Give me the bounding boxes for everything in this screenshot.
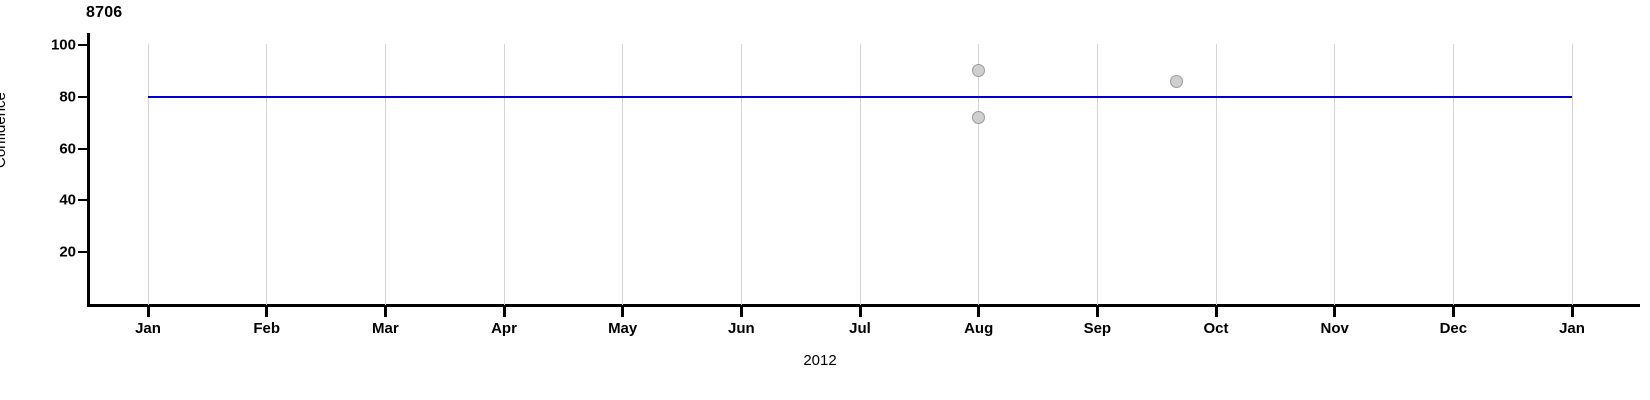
y-tick-label-80: 80	[59, 88, 76, 106]
x-tick-label-7: Aug	[964, 320, 994, 337]
x-tick-label-12: Jan	[1559, 320, 1585, 337]
x-axis-line	[87, 304, 1640, 307]
gridline-jan-12	[1571, 44, 1573, 305]
gridline-nov-10	[1334, 44, 1336, 305]
data-point[interactable]	[972, 64, 986, 78]
x-tick-mark-11	[1451, 307, 1455, 317]
gridline-dec-11	[1452, 44, 1454, 305]
x-tick-mark-1	[265, 307, 269, 317]
gridline-oct-9	[1215, 44, 1217, 305]
gridline-may-4	[622, 44, 624, 305]
x-tick-mark-0	[146, 307, 150, 317]
x-tick-label-0: Jan	[135, 320, 161, 337]
x-tick-label-11: Dec	[1439, 320, 1468, 337]
x-tick-mark-7	[977, 307, 981, 317]
x-tick-label-4: May	[608, 320, 638, 337]
x-tick-mark-6	[858, 307, 862, 317]
y-tick-mark-80	[78, 95, 87, 98]
x-tick-label-3: Apr	[491, 320, 517, 337]
x-tick-mark-2	[383, 307, 387, 317]
y-tick-label-100: 100	[50, 36, 76, 54]
x-axis-title-text: 2012	[803, 352, 837, 369]
data-point[interactable]	[1170, 74, 1184, 88]
y-tick-label-60: 60	[59, 140, 76, 157]
x-tick-label-1: Feb	[253, 320, 280, 337]
x-tick-mark-4	[621, 307, 625, 317]
y-tick-mark-20	[78, 251, 87, 253]
y-tick-mark-40	[78, 199, 87, 202]
x-tick-mark-8	[1095, 307, 1099, 317]
y-axis-line	[87, 33, 90, 307]
x-tick-label-10: Nov	[1320, 320, 1349, 337]
x-tick-mark-3	[502, 307, 506, 317]
chart-title: 8706	[86, 4, 123, 21]
y-tick-label-20: 20	[59, 243, 76, 261]
gridline-mar-2	[384, 44, 386, 305]
gridline-feb-1	[266, 44, 268, 305]
y-tick-mark-100	[78, 44, 87, 46]
x-tick-mark-9	[1214, 307, 1218, 317]
x-tick-label-2: Mar	[371, 320, 399, 337]
x-tick-mark-5	[739, 307, 743, 317]
gridline-sep-8	[1096, 44, 1098, 305]
x-tick-label-8: Sep	[1083, 320, 1112, 337]
x-tick-label-5: Jun	[727, 320, 755, 337]
gridline-apr-3	[503, 44, 505, 305]
x-axis-title: 2012	[0, 352, 1650, 369]
x-tick-mark-12	[1570, 307, 1574, 317]
x-tick-mark-10	[1333, 307, 1337, 317]
reference-line	[148, 95, 1572, 98]
x-tick-label-9: Oct	[1203, 320, 1229, 337]
x-tick-label-6: Jul	[849, 320, 871, 337]
gridline-jun-5	[740, 44, 742, 305]
y-tick-mark-60	[78, 147, 87, 150]
gridline-jan-0	[147, 44, 149, 305]
y-tick-label-40: 40	[59, 191, 76, 209]
data-point[interactable]	[972, 110, 986, 124]
gridline-jul-6	[859, 44, 861, 305]
gridline-aug-7	[978, 44, 980, 305]
